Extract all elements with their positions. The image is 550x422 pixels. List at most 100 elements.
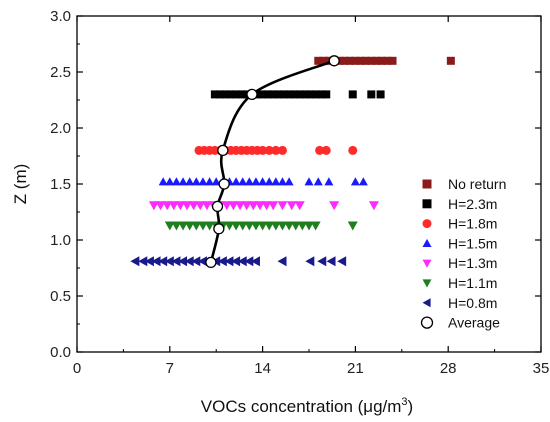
data-point	[271, 177, 281, 186]
data-point	[322, 90, 331, 99]
data-point	[171, 256, 181, 267]
legend-item-h-1-3m: H=1.3m	[422, 255, 497, 271]
data-point	[250, 256, 260, 267]
data-point	[313, 177, 323, 186]
y-tick-label: 3.0	[50, 8, 71, 25]
legend-item-average: Average	[420, 315, 500, 331]
data-point	[317, 256, 327, 267]
data-point	[158, 177, 168, 186]
x-tick-label: 0	[73, 360, 81, 377]
data-point	[290, 90, 299, 99]
x-tick-label: 28	[440, 360, 457, 377]
data-point	[168, 201, 179, 211]
data-point	[295, 90, 304, 99]
data-point	[326, 256, 336, 267]
data-point	[148, 201, 159, 211]
legend-marker	[420, 316, 434, 329]
legend-label: No return	[448, 176, 506, 192]
data-point	[337, 256, 347, 267]
data-point	[350, 177, 360, 186]
data-point	[231, 221, 242, 231]
data-point	[277, 221, 288, 231]
data-point	[188, 201, 199, 211]
data-point	[130, 256, 140, 267]
legend-label: H=1.3m	[448, 255, 497, 271]
y-tick-label: 2.0	[50, 120, 71, 137]
legend-marker	[422, 279, 432, 288]
data-point	[297, 221, 308, 231]
data-point	[254, 201, 265, 211]
data-point	[244, 256, 254, 267]
data-point	[164, 256, 174, 267]
data-point	[164, 221, 175, 231]
legend-marker	[422, 199, 432, 209]
data-point	[250, 221, 261, 231]
data-point	[348, 90, 357, 99]
series-h-1-3m	[148, 201, 379, 211]
x-tick-label: 14	[254, 360, 271, 377]
data-point	[221, 90, 230, 99]
data-point	[358, 177, 368, 186]
data-point	[294, 201, 305, 211]
data-point	[231, 177, 241, 186]
data-point	[284, 177, 294, 186]
data-point	[290, 221, 301, 231]
data-point	[277, 256, 287, 267]
data-point	[185, 177, 195, 186]
data-point	[356, 56, 365, 65]
data-point	[197, 256, 207, 267]
y-tick-label: 0.0	[50, 344, 71, 361]
data-point	[274, 90, 283, 99]
data-point	[258, 177, 268, 186]
data-point	[175, 201, 186, 211]
x-tick-label: 21	[347, 360, 364, 377]
data-point	[184, 256, 194, 267]
data-point	[261, 201, 272, 211]
data-point	[184, 221, 195, 231]
data-point	[216, 90, 225, 99]
data-point	[315, 145, 325, 155]
y-tick-label: 1.0	[50, 232, 71, 249]
y-axis-title: Z (m)	[11, 164, 30, 205]
data-point	[195, 201, 206, 211]
data-point	[314, 56, 323, 65]
data-point	[237, 221, 248, 231]
legend-item-h-2-3m: H=2.3m	[422, 196, 497, 212]
legend-label: H=2.3m	[448, 196, 497, 212]
data-point	[277, 177, 287, 186]
average-point	[211, 200, 224, 213]
data-point	[376, 90, 385, 99]
data-point	[268, 201, 279, 211]
data-point	[348, 145, 358, 155]
legend-item-h-1-1m: H=1.1m	[422, 275, 497, 291]
data-point	[347, 221, 358, 231]
data-point	[241, 201, 252, 211]
data-point	[228, 201, 239, 211]
x-axis-title-superscript: 3	[401, 396, 407, 408]
data-point	[201, 201, 212, 211]
data-point	[258, 145, 268, 155]
data-point	[232, 90, 241, 99]
data-point	[304, 221, 314, 231]
data-point	[305, 256, 315, 267]
data-point	[340, 56, 349, 65]
data-point	[372, 56, 381, 65]
data-point	[178, 177, 188, 186]
data-point	[197, 221, 208, 231]
data-point	[321, 145, 331, 155]
data-point	[238, 177, 248, 186]
data-point	[279, 90, 288, 99]
x-tick-label: 35	[533, 360, 550, 377]
series-average	[205, 55, 340, 269]
y-tick-label: 1.5	[50, 176, 71, 193]
data-point	[144, 256, 154, 267]
legend-label: H=0.8m	[448, 295, 497, 311]
legend-item-h-1-5m: H=1.5m	[422, 235, 497, 251]
data-point	[362, 56, 371, 65]
average-point	[328, 55, 340, 67]
data-point	[244, 177, 254, 186]
data-point	[269, 90, 278, 99]
data-point	[210, 90, 219, 99]
data-point	[304, 177, 314, 186]
